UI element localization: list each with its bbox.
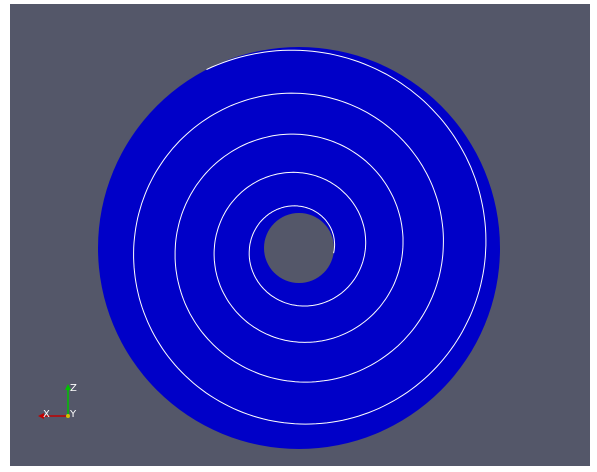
render-canvas[interactable]: Z X Y	[10, 4, 590, 466]
axis-label-x: X	[43, 409, 50, 420]
spiral-curve	[133, 49, 487, 425]
x-axis-arrow	[38, 413, 44, 419]
annulus-hole	[264, 213, 334, 283]
orientation-axes: Z X Y	[38, 383, 77, 420]
axis-label-y: Y	[69, 409, 77, 420]
axis-label-z: Z	[70, 383, 77, 394]
y-axis-point	[66, 414, 70, 418]
z-axis-arrow	[65, 384, 71, 390]
render-viewport[interactable]: Z X Y	[10, 4, 590, 466]
